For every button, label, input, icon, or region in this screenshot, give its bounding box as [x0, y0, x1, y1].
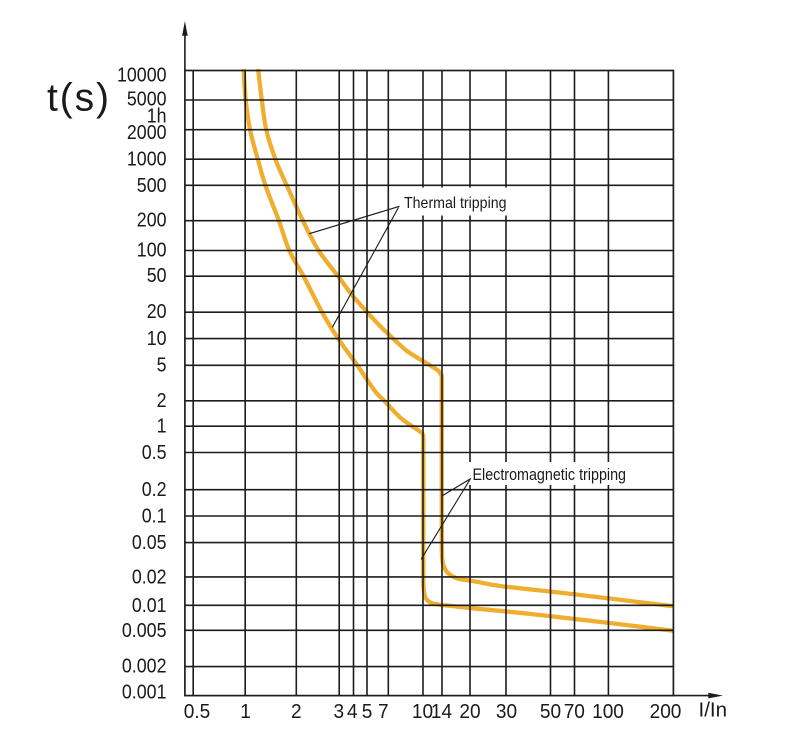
svg-text:0.002: 0.002: [122, 655, 167, 678]
svg-text:5: 5: [157, 353, 167, 376]
svg-text:1: 1: [157, 415, 167, 438]
svg-text:50: 50: [540, 700, 561, 723]
svg-text:0.2: 0.2: [142, 478, 167, 501]
svg-text:2000: 2000: [127, 121, 167, 144]
svg-text:50: 50: [147, 264, 167, 287]
svg-text:Thermal tripping: Thermal tripping: [404, 195, 507, 212]
svg-text:70: 70: [564, 700, 585, 723]
svg-text:5000: 5000: [127, 87, 167, 110]
svg-text:200: 200: [650, 700, 682, 723]
svg-text:30: 30: [496, 700, 517, 723]
svg-text:Electromagnetic tripping: Electromagnetic tripping: [473, 465, 627, 484]
svg-text:10: 10: [147, 327, 167, 350]
svg-text:7: 7: [378, 700, 389, 723]
svg-text:2: 2: [157, 389, 167, 412]
svg-text:500: 500: [137, 174, 167, 197]
svg-text:0.001: 0.001: [122, 680, 167, 703]
svg-text:10000: 10000: [117, 64, 167, 87]
svg-text:I/In: I/In: [699, 698, 728, 721]
svg-text:20: 20: [459, 700, 480, 723]
svg-text:1h: 1h: [147, 105, 167, 128]
svg-text:100: 100: [592, 700, 624, 723]
svg-text:20: 20: [147, 300, 167, 323]
svg-text:0.05: 0.05: [132, 531, 167, 554]
svg-text:1: 1: [240, 700, 251, 723]
svg-text:0.5: 0.5: [142, 441, 167, 464]
svg-text:0.005: 0.005: [122, 619, 167, 642]
svg-text:100: 100: [137, 239, 167, 262]
svg-text:14: 14: [431, 700, 452, 723]
svg-text:4: 4: [347, 700, 358, 723]
svg-text:0.01: 0.01: [132, 594, 167, 617]
svg-text:0.1: 0.1: [142, 505, 167, 528]
svg-text:0.5: 0.5: [184, 700, 211, 723]
svg-text:2: 2: [291, 700, 302, 723]
svg-text:3: 3: [334, 700, 345, 723]
svg-text:5: 5: [362, 700, 373, 723]
svg-text:200: 200: [137, 209, 167, 232]
svg-text:10: 10: [412, 700, 433, 723]
svg-text:t(s): t(s): [47, 77, 109, 120]
svg-text:0.02: 0.02: [132, 565, 167, 588]
svg-text:1000: 1000: [127, 148, 167, 171]
